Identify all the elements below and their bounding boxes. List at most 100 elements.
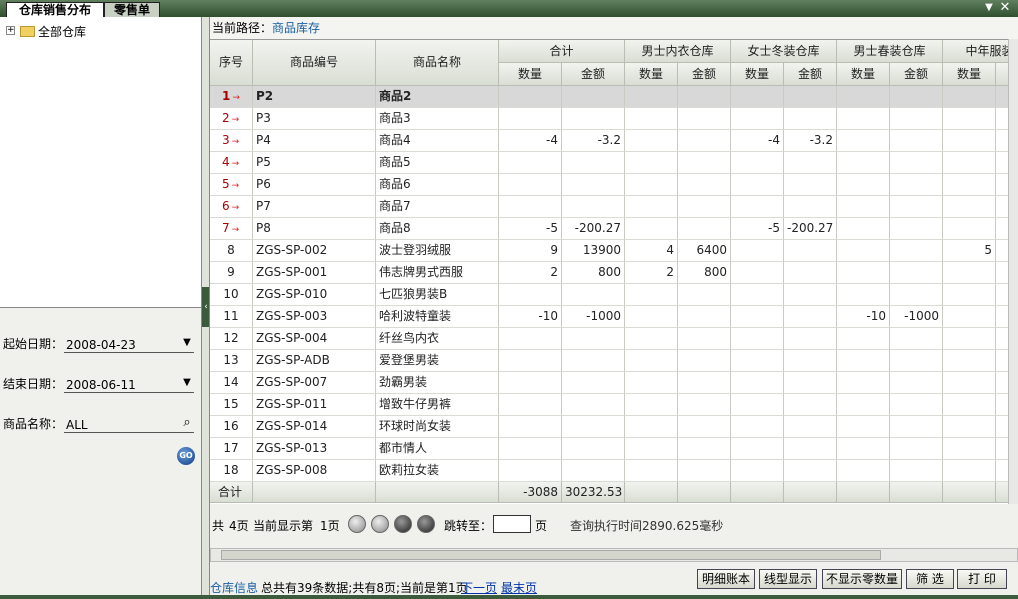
value-cell	[562, 328, 625, 350]
text-cell[interactable]: ZGS-SP-010	[253, 284, 376, 306]
text-cell[interactable]: 纤丝鸟内衣	[376, 328, 499, 350]
date-dropdown[interactable]: ▼	[183, 337, 191, 348]
text-cell[interactable]: ZGS-SP-014	[253, 416, 376, 438]
action-button[interactable]: 筛 选	[906, 569, 954, 589]
tab[interactable]: 零售单	[104, 2, 160, 17]
row-number[interactable]: 14	[210, 372, 253, 394]
row-number[interactable]: 2 →	[210, 108, 253, 130]
nav-prev[interactable]	[371, 515, 389, 533]
text-cell[interactable]: ZGS-SP-013	[253, 438, 376, 460]
row-number[interactable]: 4 →	[210, 152, 253, 174]
text-cell[interactable]: 波士登羽绒服	[376, 240, 499, 262]
value-cell	[731, 174, 784, 196]
row-number[interactable]: 17	[210, 438, 253, 460]
text-cell[interactable]: 商品2	[376, 86, 499, 108]
row-number[interactable]: 6 →	[210, 196, 253, 218]
row-number[interactable]: 1 →	[210, 86, 253, 108]
text-cell[interactable]: 环球时尚女装	[376, 416, 499, 438]
row-number[interactable]: 9	[210, 262, 253, 284]
last-page-link[interactable]: 最末页	[501, 581, 538, 595]
text-cell[interactable]: ZGS-SP-011	[253, 394, 376, 416]
row-number[interactable]: 3 →	[210, 130, 253, 152]
text-cell[interactable]: ZGS-SP-004	[253, 328, 376, 350]
filter-input[interactable]: ALL	[64, 417, 194, 433]
text-cell[interactable]: P5	[253, 152, 376, 174]
text-cell[interactable]: 劲霸男装	[376, 372, 499, 394]
nav-first[interactable]	[348, 515, 366, 533]
close-icon[interactable]: ✕	[999, 1, 1011, 15]
text-cell[interactable]: P2	[253, 86, 376, 108]
row-number[interactable]: 8	[210, 240, 253, 262]
value-cell: -1000	[562, 306, 625, 328]
value-cell	[837, 438, 890, 460]
text-cell[interactable]: 增致牛仔男裤	[376, 394, 499, 416]
go-button[interactable]: GO	[177, 447, 195, 465]
text-cell[interactable]: P4	[253, 130, 376, 152]
search-icon[interactable]: ⌕	[183, 415, 191, 430]
date-dropdown[interactable]: ▼	[183, 377, 191, 388]
value-cell	[625, 416, 678, 438]
text-cell[interactable]: ZGS-SP-003	[253, 306, 376, 328]
filter-input[interactable]: 2008-06-11	[64, 377, 194, 393]
row-number[interactable]: 13	[210, 350, 253, 372]
text-cell[interactable]: P6	[253, 174, 376, 196]
sub-header: 数量	[625, 63, 678, 86]
text-cell[interactable]: 商品6	[376, 174, 499, 196]
text-cell[interactable]: 商品8	[376, 218, 499, 240]
action-button[interactable]: 明细账本	[697, 569, 755, 589]
text-cell[interactable]: 哈利波特童装	[376, 306, 499, 328]
text-cell[interactable]: 伟志牌男式西服	[376, 262, 499, 284]
text-cell[interactable]: ZGS-SP-002	[253, 240, 376, 262]
row-number[interactable]: 16	[210, 416, 253, 438]
value-cell	[837, 196, 890, 218]
nav-next[interactable]	[394, 515, 412, 533]
text-cell[interactable]: 商品3	[376, 108, 499, 130]
nav-last[interactable]	[417, 515, 435, 533]
row-number[interactable]: 10	[210, 284, 253, 306]
text-cell[interactable]: 商品5	[376, 152, 499, 174]
text-cell[interactable]: ZGS-SP-ADB	[253, 350, 376, 372]
h-scrollbar[interactable]	[210, 548, 1018, 562]
value-cell	[625, 372, 678, 394]
tree-root[interactable]: 全部仓库	[38, 25, 87, 39]
action-button[interactable]: 线型显示	[759, 569, 817, 589]
v-scrollbar[interactable]	[1008, 39, 1018, 504]
value-cell	[890, 460, 943, 482]
row-number[interactable]: 11	[210, 306, 253, 328]
row-number[interactable]: 7 →	[210, 218, 253, 240]
row-number[interactable]: 15	[210, 394, 253, 416]
total-label: 合计	[210, 482, 253, 503]
row-number[interactable]: 12	[210, 328, 253, 350]
value-cell	[625, 438, 678, 460]
menu-icon[interactable]: ▼	[985, 2, 993, 13]
text-cell[interactable]: ZGS-SP-007	[253, 372, 376, 394]
value-cell: 4	[625, 240, 678, 262]
row-number[interactable]: 18	[210, 460, 253, 482]
text-cell[interactable]: 欧莉拉女装	[376, 460, 499, 482]
value-cell	[625, 328, 678, 350]
value-cell: 2	[499, 262, 562, 284]
text-cell[interactable]: P7	[253, 196, 376, 218]
text-cell[interactable]: ZGS-SP-008	[253, 460, 376, 482]
value-cell	[837, 86, 890, 108]
jump-input[interactable]	[493, 515, 531, 533]
text-cell[interactable]: P8	[253, 218, 376, 240]
action-button[interactable]: 打 印	[957, 569, 1007, 589]
text-cell[interactable]: 都市情人	[376, 438, 499, 460]
text-cell[interactable]: ZGS-SP-001	[253, 262, 376, 284]
text-cell[interactable]: 商品4	[376, 130, 499, 152]
action-button[interactable]: 不显示零数量	[822, 569, 902, 589]
tab[interactable]: 仓库销售分布	[6, 2, 104, 17]
text-cell[interactable]: 商品7	[376, 196, 499, 218]
value-cell	[837, 372, 890, 394]
path-value[interactable]: 商品库存	[272, 21, 321, 35]
filter-input[interactable]: 2008-04-23	[64, 337, 194, 353]
row-number[interactable]: 5 →	[210, 174, 253, 196]
text-cell[interactable]: 爱登堡男装	[376, 350, 499, 372]
text-cell[interactable]: 七匹狼男装B	[376, 284, 499, 306]
status-link[interactable]: 仓库信息	[210, 581, 259, 595]
text-cell[interactable]: P3	[253, 108, 376, 130]
expand-icon[interactable]: +	[6, 26, 15, 35]
splitter[interactable]: ‹	[202, 17, 210, 597]
next-page-link[interactable]: 下一页	[461, 581, 498, 595]
